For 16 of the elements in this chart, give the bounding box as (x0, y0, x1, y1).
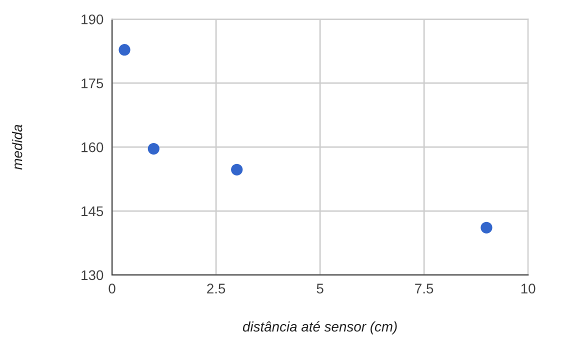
y-tick-label: 130 (82, 270, 104, 280)
x-axis-title: distância até sensor (cm) (242, 321, 397, 334)
y-tick-label: 160 (82, 142, 104, 152)
y-tick-label: 145 (82, 206, 104, 216)
point (231, 164, 243, 176)
y-tick-label: 190 (82, 14, 104, 24)
point (118, 44, 130, 56)
x-tick-label: 2.5 (207, 284, 226, 294)
y-axis-title: medida (12, 124, 22, 170)
point (148, 142, 160, 155)
x-tick-label: 5 (316, 284, 324, 294)
y-tick-label: 175 (82, 78, 104, 88)
x-tick-label: 0 (108, 284, 116, 294)
x-tick-label: 10 (521, 284, 536, 294)
x-tick-label: 7.5 (415, 284, 434, 294)
point (480, 222, 492, 234)
